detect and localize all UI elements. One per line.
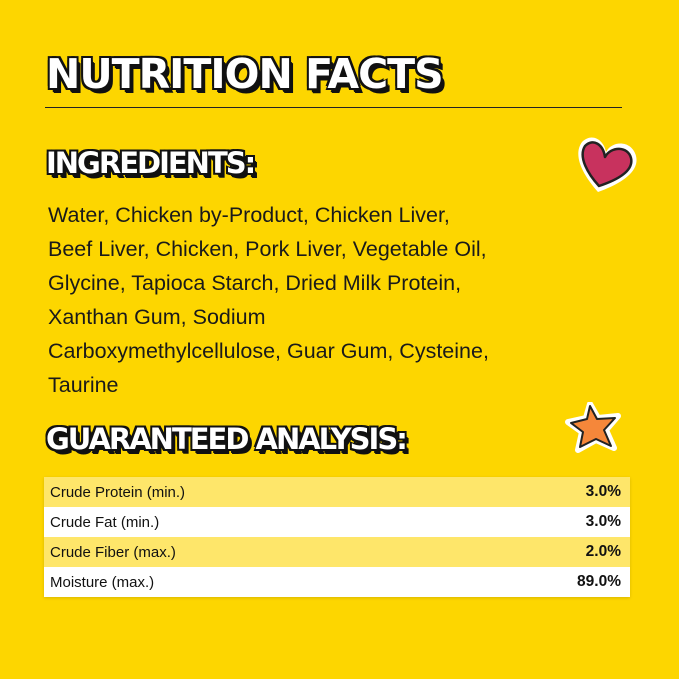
ingredients-line: Beef Liver, Chicken, Pork Liver, Vegetab… bbox=[48, 237, 487, 261]
ingredients-heading: INGREDIENTS: bbox=[46, 146, 256, 180]
divider bbox=[45, 107, 622, 108]
table-row: Crude Fat (min.) 3.0% bbox=[44, 507, 630, 537]
ingredients-line: Taurine bbox=[48, 373, 119, 397]
page-title: NUTRITION FACTS bbox=[46, 50, 444, 98]
row-label: Moisture (max.) bbox=[50, 573, 155, 591]
table-row: Crude Protein (min.) 3.0% bbox=[44, 477, 630, 507]
table-row: Moisture (max.) 89.0% bbox=[44, 567, 630, 597]
table-row: Crude Fiber (max.) 2.0% bbox=[44, 537, 630, 567]
row-value: 3.0% bbox=[585, 483, 621, 500]
row-label: Crude Fiber (max.) bbox=[50, 543, 176, 561]
ingredients-line: Glycine, Tapioca Starch, Dried Milk Prot… bbox=[48, 271, 462, 295]
ingredients-list: Water, Chicken by-Product, Chicken Liver… bbox=[48, 198, 489, 402]
ingredients-line: Carboxymethylcellulose, Guar Gum, Cystei… bbox=[48, 339, 489, 363]
analysis-heading: GUARANTEED ANALYSIS: bbox=[46, 422, 408, 456]
row-value: 2.0% bbox=[585, 543, 621, 560]
heart-icon bbox=[570, 132, 642, 202]
ingredients-line: Water, Chicken by-Product, Chicken Liver… bbox=[48, 203, 450, 227]
row-value: 3.0% bbox=[585, 513, 621, 530]
analysis-table: Crude Protein (min.) 3.0% Crude Fat (min.… bbox=[44, 477, 630, 597]
star-icon bbox=[564, 401, 624, 458]
row-value: 89.0% bbox=[577, 573, 621, 590]
row-label: Crude Protein (min.) bbox=[50, 483, 186, 501]
row-label: Crude Fat (min.) bbox=[50, 513, 160, 531]
ingredients-line: Xanthan Gum, Sodium bbox=[48, 305, 266, 329]
